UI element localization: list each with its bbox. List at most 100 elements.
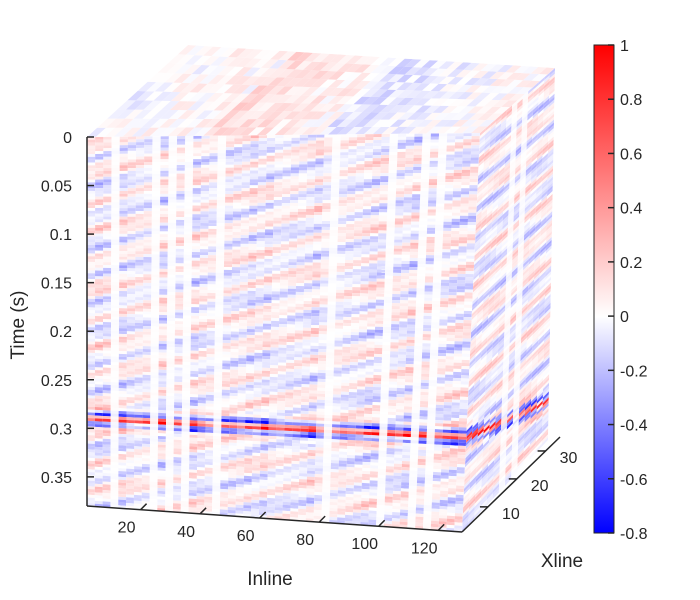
top-face-cell <box>275 86 294 95</box>
inline-face-cell <box>261 385 270 389</box>
inline-face-cell <box>192 222 201 226</box>
inline-face-cell <box>143 225 152 229</box>
inline-face-cell <box>270 368 279 372</box>
inline-face-cell <box>209 156 218 160</box>
inline-face-cell <box>275 480 284 485</box>
inline-face-cell <box>249 211 258 215</box>
inline-face-cell <box>312 268 321 272</box>
inline-face-cell <box>166 369 175 374</box>
inline-face-cell <box>174 355 183 360</box>
inline-face-cell <box>345 239 354 243</box>
inline-face-cell <box>281 202 291 206</box>
inline-face-cell <box>189 423 198 427</box>
inline-face-cell <box>216 228 225 232</box>
inline-face-cell <box>193 147 202 151</box>
inline-face-cell <box>272 244 281 248</box>
inline-face-cell <box>350 350 359 354</box>
inline-face-cell <box>283 149 292 153</box>
inline-face-cell <box>87 142 96 146</box>
inline-face-cell <box>94 435 103 439</box>
inline-face-cell <box>111 139 120 143</box>
inline-face-cell <box>150 354 159 359</box>
inline-face-cell <box>110 479 119 483</box>
inline-face-cell <box>151 205 161 209</box>
inline-face-cell <box>233 161 243 165</box>
inline-face-cell <box>256 270 265 274</box>
inline-face-cell <box>217 173 226 177</box>
inline-face-cell <box>298 182 307 186</box>
top-face-cell <box>480 71 498 79</box>
inline-face-cell <box>150 337 159 341</box>
inline-face-cell <box>199 321 208 325</box>
top-face-cell <box>294 61 313 70</box>
inline-face-cell <box>262 332 271 336</box>
inline-face-cell <box>87 190 96 194</box>
inline-face-cell <box>166 387 175 391</box>
inline-face-cell <box>317 372 326 377</box>
top-face-cell <box>258 85 277 95</box>
inline-face-cell <box>339 430 348 434</box>
top-face-cell <box>404 67 422 75</box>
inline-face-cell <box>183 280 192 284</box>
inline-face-cell <box>135 185 144 189</box>
inline-face-cell <box>87 284 96 288</box>
inline-face-cell <box>207 310 216 314</box>
inline-face-cell <box>182 393 191 398</box>
inline-face-cell <box>95 259 104 263</box>
inline-face-cell <box>281 235 290 239</box>
inline-face-cell <box>288 279 297 284</box>
top-face-cell <box>177 45 197 55</box>
inline-face-cell <box>233 202 242 206</box>
top-face-cell <box>141 118 161 128</box>
inline-face-cell <box>87 469 95 473</box>
inline-face-cell <box>346 481 354 486</box>
inline-face-cell <box>143 188 153 191</box>
inline-face-cell <box>322 188 332 192</box>
top-face-cell <box>438 76 456 85</box>
inline-face-cell <box>209 164 218 168</box>
inline-face-cell <box>159 309 168 313</box>
inline-face-cell <box>269 385 278 390</box>
inline-face-cell <box>330 200 339 204</box>
inline-face-cell <box>158 349 167 353</box>
inline-face-cell <box>237 419 246 423</box>
inline-face-cell <box>196 481 205 486</box>
inline-face-cell <box>102 447 111 451</box>
inline-face-cell <box>188 492 197 497</box>
inline-face-cell <box>230 354 239 359</box>
inline-face-cell <box>134 397 143 401</box>
inline-face-cell <box>190 350 199 354</box>
inline-face-cell <box>126 465 135 470</box>
inline-face-cell <box>143 288 152 292</box>
inline-face-cell <box>312 271 321 275</box>
inline-face-cell <box>168 193 177 197</box>
inline-face-cell <box>204 458 213 463</box>
inline-face-cell <box>181 442 190 447</box>
inline-face-cell <box>321 510 330 514</box>
inline-face-cell <box>296 247 306 251</box>
inline-face-cell <box>118 419 127 423</box>
inline-face-cell <box>325 388 334 392</box>
inline-face-cell <box>141 469 150 473</box>
inline-face-cell <box>264 258 273 262</box>
inline-face-cell <box>353 485 362 489</box>
inline-face-cell <box>240 223 250 227</box>
inline-face-cell <box>231 278 240 282</box>
inline-face-cell <box>175 300 184 304</box>
inline-face-cell <box>313 214 323 218</box>
inline-face-cell <box>181 486 189 490</box>
inline-face-cell <box>87 449 95 453</box>
inline-face-cell <box>298 499 307 504</box>
inline-face-cell <box>299 152 308 156</box>
inline-face-cell <box>221 410 230 414</box>
inline-face-cell <box>135 193 144 197</box>
inline-face-cell <box>365 137 374 141</box>
inline-face-cell <box>311 313 320 317</box>
inline-face-cell <box>313 226 322 230</box>
inline-face-cell <box>295 315 304 319</box>
inline-face-cell <box>221 383 230 388</box>
inline-face-cell <box>294 333 303 337</box>
inline-face-cell <box>134 351 143 355</box>
inline-face-cell <box>174 376 183 380</box>
inline-face-cell <box>149 452 158 457</box>
